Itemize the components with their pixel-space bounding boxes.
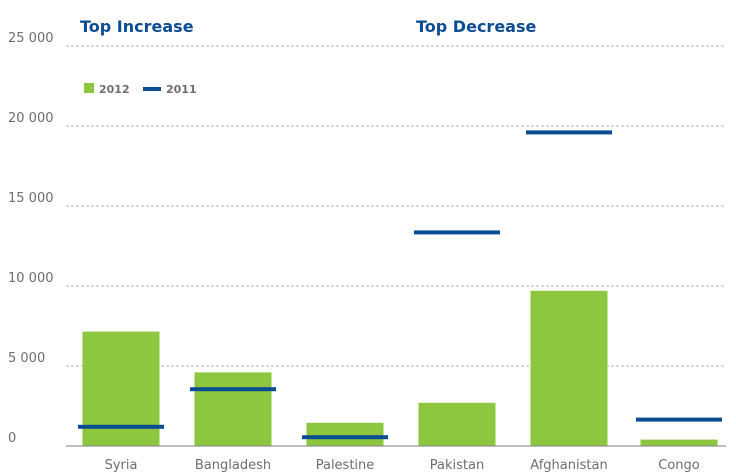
legend-swatch-2011	[143, 87, 161, 91]
bar-2012	[418, 402, 496, 446]
y-tick-label: 0	[8, 431, 16, 446]
y-tick-label: 10 000	[8, 271, 54, 286]
y-tick-label: 5 000	[8, 351, 45, 366]
panel-title-top-decrease: Top Decrease	[416, 17, 536, 36]
legend-swatch-2012	[84, 83, 94, 93]
legend: 2012 2011	[84, 83, 197, 96]
x-tick-label: Pakistan	[430, 458, 484, 473]
bars-top-decrease: Pakistan Afghanistan Congo	[414, 130, 722, 473]
bars-top-increase: Syria Bangladesh Palestine	[78, 331, 388, 473]
marker-2011	[190, 387, 276, 392]
y-axis-ticks: 0 5 000 10 000 15 000 20 000 25 000	[8, 31, 54, 446]
bar-2012	[82, 331, 160, 446]
x-tick-label: Bangladesh	[195, 458, 271, 473]
y-tick-label: 20 000	[8, 111, 54, 126]
bar-2012	[640, 439, 718, 446]
marker-2011	[414, 230, 500, 235]
x-tick-label: Palestine	[316, 458, 375, 473]
bar-2012	[194, 372, 272, 446]
panel-top-increase: Top Increase Syria Bangladesh Palestine	[78, 17, 388, 473]
x-tick-label: Afghanistan	[530, 458, 607, 473]
marker-2011	[78, 424, 164, 429]
marker-2011	[636, 417, 722, 422]
y-tick-label: 15 000	[8, 191, 54, 206]
panel-top-decrease: Top Decrease Pakistan Afghanistan Congo	[414, 17, 722, 473]
gridlines	[66, 45, 726, 367]
panel-title-top-increase: Top Increase	[80, 17, 194, 36]
legend-label-2012: 2012	[99, 83, 130, 96]
x-tick-label: Congo	[658, 458, 700, 473]
y-tick-label: 25 000	[8, 31, 54, 46]
marker-2011	[526, 130, 612, 135]
bar-2012	[530, 290, 608, 446]
marker-2011	[302, 435, 388, 440]
legend-label-2011: 2011	[166, 83, 197, 96]
bar-2012	[306, 422, 384, 446]
x-tick-label: Syria	[105, 458, 138, 473]
